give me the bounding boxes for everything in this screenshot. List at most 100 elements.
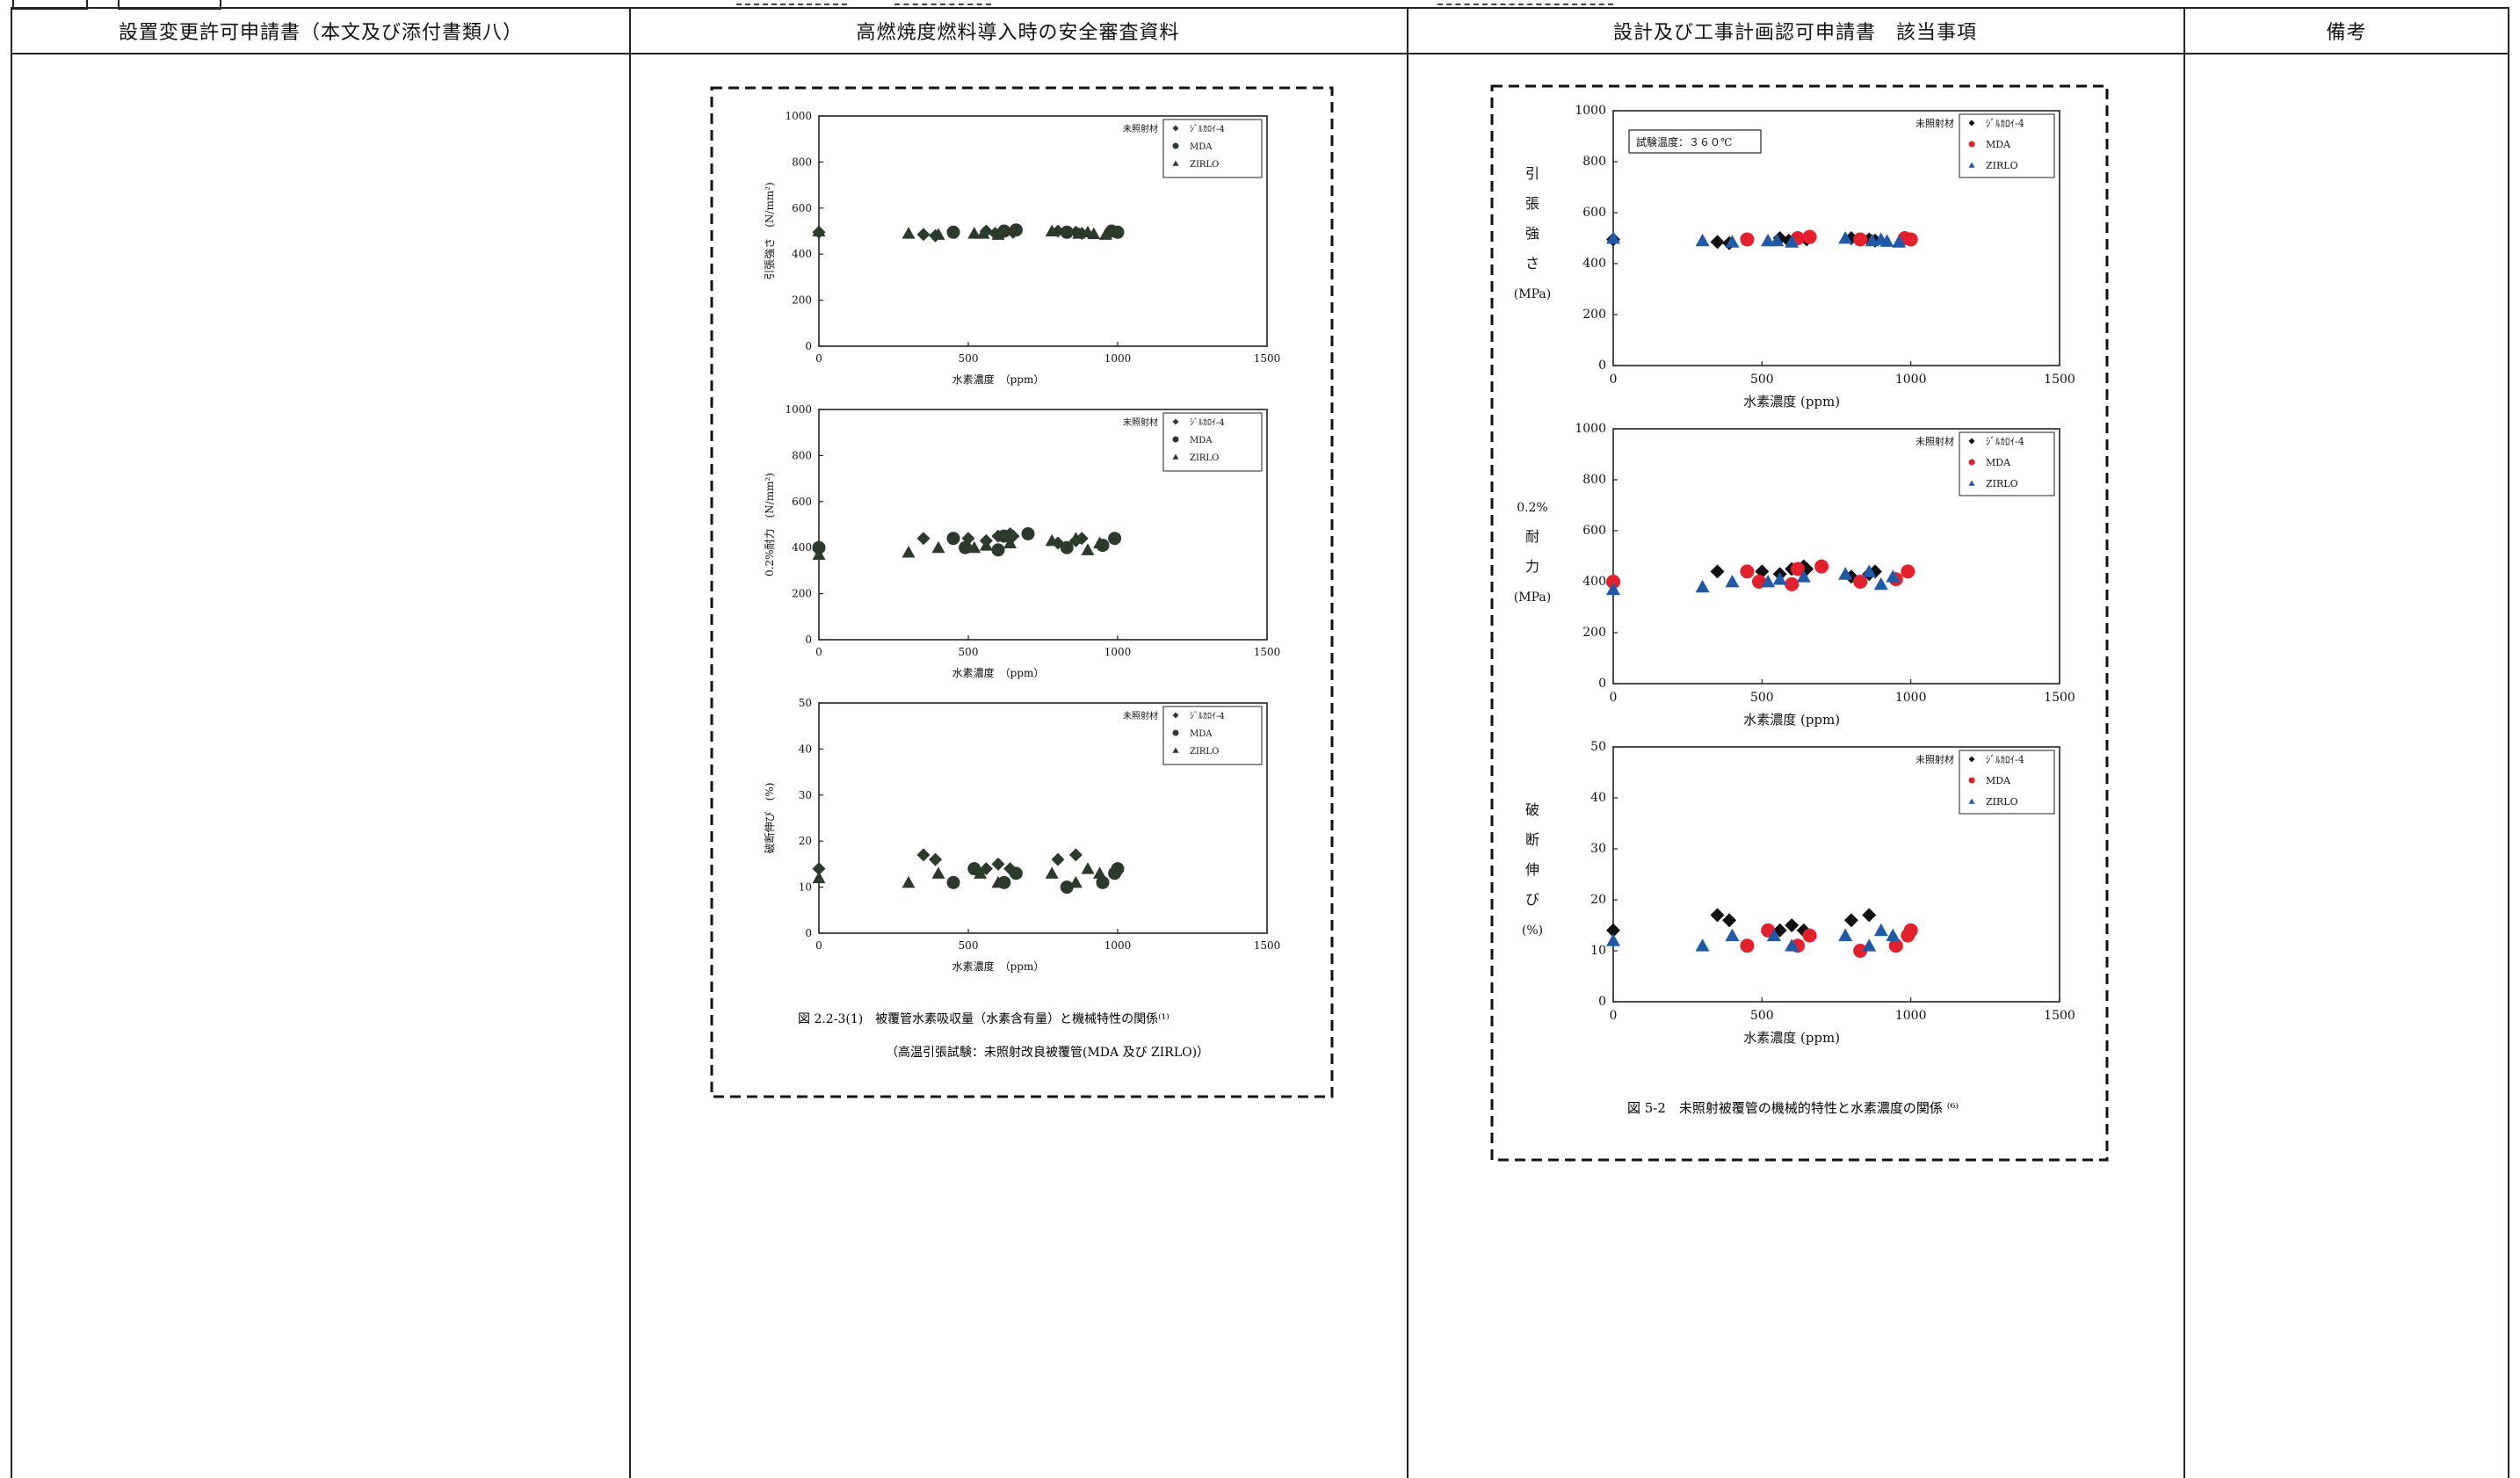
y-axis-label: 伸: [1525, 861, 1539, 878]
data-point-zirlo: [1838, 928, 1853, 941]
data-point-zirlo: [1045, 866, 1059, 879]
legend-title: 未照射材: [1123, 417, 1158, 428]
data-point-zirlo: [1725, 575, 1740, 588]
y-tick-label: 40: [1590, 791, 1606, 805]
x-tick-label: 1000: [1104, 646, 1132, 658]
data-point-zirlo: [1087, 227, 1101, 240]
data-point-mda: [1802, 229, 1817, 244]
legend-marker-zirlo: [1172, 747, 1179, 753]
data-point-zirlo: [1098, 228, 1112, 240]
data-point-zirlo: [1606, 582, 1620, 596]
legend-box: [1162, 119, 1263, 178]
test-temperature-note: 試験温度：３６０℃: [1628, 129, 1762, 154]
data-point-zircaloy: [916, 532, 931, 546]
data-point-zirlo: [902, 227, 916, 239]
legend-marker-zirlo: [1968, 798, 1975, 804]
data-point-zirlo: [812, 871, 826, 884]
data-point-zirlo: [1068, 532, 1083, 544]
data-point-mda: [997, 529, 1011, 543]
y-tick-label: 1000: [1575, 422, 1606, 436]
y-tick-label: 200: [1582, 308, 1606, 322]
legend-title: 未照射材: [1915, 753, 1954, 765]
x-tick-label: 1500: [2044, 691, 2075, 705]
legend-title: 未照射材: [1915, 435, 1954, 447]
data-point-zirlo: [1785, 235, 1799, 248]
data-point-zircaloy: [929, 852, 943, 866]
legend-label-zirlo: ZIRLO: [1986, 478, 2018, 489]
legend-marker-zircaloy: [1968, 120, 1975, 127]
y-axis-label: (MPa): [1514, 287, 1551, 301]
y-tick-label: 0: [805, 927, 812, 939]
data-point-zirlo: [1606, 933, 1620, 946]
data-point-zirlo: [991, 875, 1005, 888]
data-point-zirlo: [1873, 576, 1888, 590]
figure-caption: 図 2.2-3(1) 被覆管水素吸収量（水素含有量）と機械特性の関係⁽¹⁾: [798, 1012, 1169, 1026]
data-point-zircaloy: [1722, 913, 1737, 928]
data-point-zirlo: [967, 227, 981, 239]
legend-box: [1959, 431, 2055, 496]
data-point-zircaloy: [1068, 848, 1083, 862]
y-tick-label: 0: [805, 340, 812, 352]
data-point-mda: [991, 543, 1005, 557]
y-tick-label: 20: [1590, 893, 1606, 907]
header-dash: [736, 4, 847, 5]
y-axis-label: さ: [1525, 255, 1539, 272]
plot-area: [818, 702, 1268, 934]
y-tick-label: 1000: [785, 110, 812, 122]
data-point-zircaloy: [916, 228, 931, 242]
data-point-mda: [1060, 540, 1074, 554]
x-tick-label: 1000: [1104, 939, 1132, 952]
legend-marker-zirlo: [1968, 480, 1975, 486]
x-tick-label: 1500: [1254, 939, 1281, 952]
legend-box: [1959, 113, 2055, 178]
data-point-mda: [1901, 564, 1915, 579]
data-point-zirlo: [1068, 875, 1083, 888]
header-dash: [1437, 4, 1613, 5]
data-point-zirlo: [1606, 231, 1620, 244]
data-point-mda: [1853, 575, 1868, 589]
y-axis-label: 0.2%耐力 (N/mm²): [764, 473, 776, 576]
y-axis-label: 引張強さ (N/mm²): [764, 182, 776, 279]
data-point-mda: [1888, 938, 1903, 953]
header-tab-box: [118, 0, 221, 10]
x-tick-label: 0: [815, 352, 822, 365]
data-point-mda: [1740, 232, 1755, 247]
data-point-zirlo: [1045, 224, 1059, 236]
data-point-mda: [946, 532, 960, 546]
x-axis-label: 水素濃度 (ppm): [1743, 394, 1840, 409]
y-axis-label: 断: [1525, 831, 1539, 848]
data-point-zircaloy: [916, 848, 931, 862]
legend-box: [1959, 750, 2055, 815]
y-tick-label: 0: [805, 634, 812, 646]
y-tick-label: 1000: [785, 403, 812, 416]
legend-marker-zirlo: [1172, 160, 1179, 166]
x-tick-label: 1500: [1254, 646, 1281, 658]
data-point-mda: [1096, 875, 1110, 889]
data-point-mda: [959, 540, 973, 554]
data-point-zirlo: [1796, 569, 1811, 583]
comparison-table: 設置変更許可申請書（本文及び添付書類八） 高燃焼度燃料導入時の安全審査資料 設計…: [11, 7, 2509, 1478]
data-point-zircaloy: [1799, 561, 1814, 576]
data-point-zirlo: [1838, 567, 1853, 580]
data-point-mda: [1785, 576, 1799, 591]
data-point-zirlo: [812, 547, 826, 561]
y-tick-label: 40: [799, 743, 812, 755]
data-point-zirlo: [902, 875, 916, 888]
data-point-zirlo: [1838, 231, 1853, 244]
y-tick-label: 50: [799, 697, 812, 709]
data-point-zirlo: [1886, 928, 1901, 941]
legend-label-zirlo: ZIRLO: [1986, 796, 2018, 808]
y-tick-label: 200: [792, 588, 812, 600]
x-tick-label: 0: [815, 939, 822, 952]
data-point-zirlo: [979, 539, 993, 551]
y-tick-label: 600: [1582, 206, 1606, 220]
data-point-mda: [812, 540, 826, 554]
data-point-zircaloy: [812, 862, 826, 876]
data-point-zirlo: [1862, 938, 1877, 952]
legend-marker-mda: [1172, 729, 1179, 736]
legend-label-zirlo: ZIRLO: [1986, 160, 2018, 171]
x-tick-label: 1000: [1895, 373, 1927, 387]
chart-panel-1: 0 200 400 600 800 1000 0 500 1000 1500 水素濃度 （ppm） 引…: [764, 110, 1280, 386]
y-axis-label: 強: [1525, 225, 1539, 242]
legend-label-mda: MDA: [1986, 457, 2011, 468]
